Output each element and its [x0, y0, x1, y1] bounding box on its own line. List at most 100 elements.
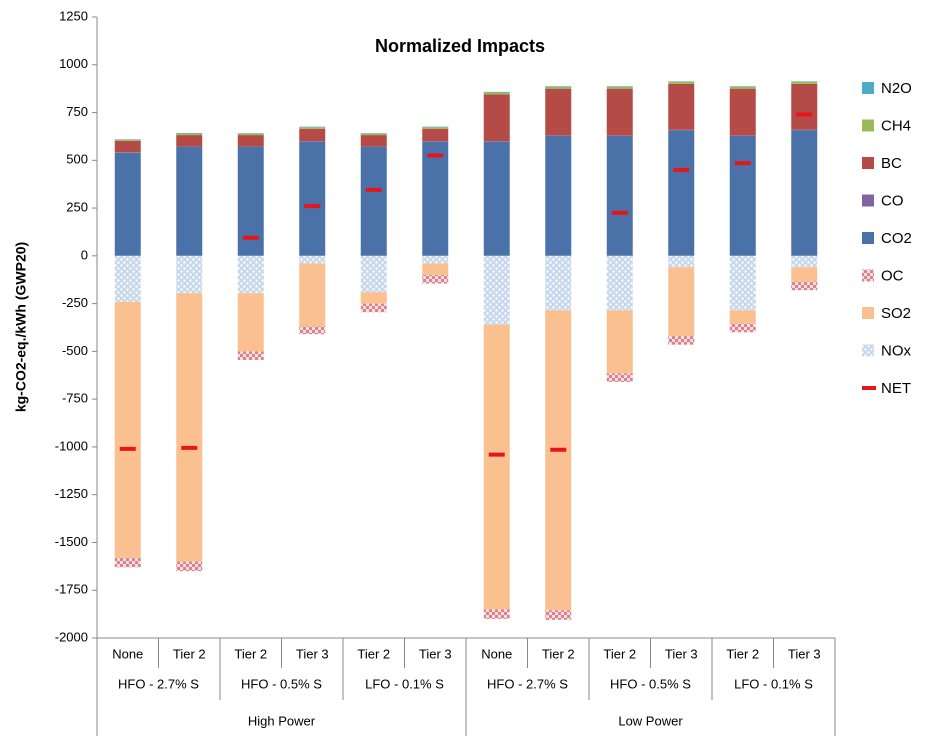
bar-segment [299, 128, 326, 142]
x-tick-label: Tier 2 [726, 646, 759, 661]
legend-label: NET [881, 380, 911, 397]
subgroup-label: LFO - 0.1% S [365, 676, 444, 691]
bar-segment [545, 86, 572, 89]
y-tick-label: 750 [66, 104, 88, 119]
bar-segment [729, 86, 756, 89]
bar-segment [422, 141, 449, 256]
bar-segment [176, 135, 203, 147]
x-tick-label: None [112, 646, 143, 661]
subgroup-label: LFO - 0.1% S [734, 676, 813, 691]
y-tick-label: -1250 [55, 486, 88, 501]
bar-segment [668, 255, 695, 268]
bar-segment [299, 326, 326, 335]
bar-segment [114, 557, 141, 568]
y-tick-label: 1000 [59, 56, 88, 71]
bar-segment [176, 133, 203, 136]
bar-segment [545, 135, 572, 256]
bar-segment [114, 255, 141, 302]
legend-swatch [862, 82, 874, 94]
y-tick-label: -2000 [55, 629, 88, 644]
legend-swatch [862, 269, 874, 282]
subgroup-label: HFO - 2.7% S [118, 676, 199, 691]
bar-segment [668, 81, 695, 82]
bar-segment [237, 133, 264, 136]
bar-segment [791, 81, 818, 82]
bar-segment [299, 263, 326, 327]
bar-segment [299, 127, 326, 129]
x-tick-label: Tier 2 [234, 646, 267, 661]
bar-segment [606, 255, 633, 311]
bar-segment [791, 130, 818, 256]
bar-segment [114, 152, 141, 256]
chart-title: Normalized Impacts [375, 36, 545, 56]
legend-label: CH4 [881, 117, 911, 134]
x-tick-label: Tier 2 [542, 646, 575, 661]
bar-segment [606, 135, 633, 256]
x-tick-label: Tier 3 [665, 646, 698, 661]
bar-segment [545, 255, 572, 311]
y-axis-label: kg-CO2-eq./kWh (GWP20) [13, 242, 29, 412]
bar-segment [422, 126, 449, 128]
bar-segment [299, 255, 326, 264]
x-tick-label: Tier 3 [419, 646, 452, 661]
bar-segment [729, 323, 756, 333]
bar-segment [791, 83, 818, 130]
bar-segment [791, 267, 818, 282]
bar-segment [360, 133, 387, 136]
bar-segment [729, 135, 756, 256]
bar-segment [237, 293, 264, 352]
bar-segment [606, 373, 633, 382]
bar-segment [114, 140, 141, 153]
bar-segment [114, 139, 141, 140]
bar-segment [606, 310, 633, 374]
bar-segment [545, 88, 572, 136]
bar-segment [360, 135, 387, 147]
bar-segment [729, 88, 756, 136]
bar-segment [729, 255, 756, 311]
bar-segment [237, 255, 264, 294]
bar-segment [483, 324, 510, 610]
legend-label: BC [881, 155, 902, 172]
bar-segment [668, 81, 695, 84]
x-tick-label: Tier 2 [603, 646, 636, 661]
bar-segment [176, 561, 203, 572]
bar-segment [360, 292, 387, 304]
bar-segment [606, 86, 633, 89]
bar-segment [606, 86, 633, 87]
bar-segment [668, 336, 695, 345]
bar-segment [360, 303, 387, 313]
bar-segment [483, 609, 510, 619]
group-label: High Power [248, 713, 316, 728]
bar-segment [176, 146, 203, 256]
bar-segment [483, 255, 510, 325]
y-tick-label: -250 [62, 295, 88, 310]
y-tick-label: 250 [66, 200, 88, 215]
bar-segment [176, 132, 203, 134]
legend-label: OC [881, 267, 904, 284]
bar-segment [483, 94, 510, 142]
bar-segment [237, 351, 264, 360]
bar-segment [545, 310, 572, 611]
bar-segment [483, 92, 510, 95]
legend-label: NOx [881, 342, 912, 359]
x-tick-label: Tier 2 [173, 646, 206, 661]
legend-swatch [862, 194, 874, 207]
bar-segment [176, 293, 203, 562]
y-tick-label: -500 [62, 343, 88, 358]
bar-segment [791, 255, 818, 268]
bar-segment [545, 610, 572, 620]
bar-segment [668, 130, 695, 256]
y-tick-label: -750 [62, 391, 88, 406]
y-tick-label: -1500 [55, 534, 88, 549]
bar-segment [422, 127, 449, 129]
legend-label: CO [881, 192, 904, 209]
legend-label: CO2 [881, 230, 912, 247]
legend-swatch [862, 307, 874, 319]
bar-segment [422, 128, 449, 142]
bar-segment [237, 135, 264, 147]
y-tick-label: 0 [81, 247, 88, 262]
bar-segment [422, 263, 449, 275]
bar-segment [422, 274, 449, 284]
legend-label: SO2 [881, 305, 911, 322]
